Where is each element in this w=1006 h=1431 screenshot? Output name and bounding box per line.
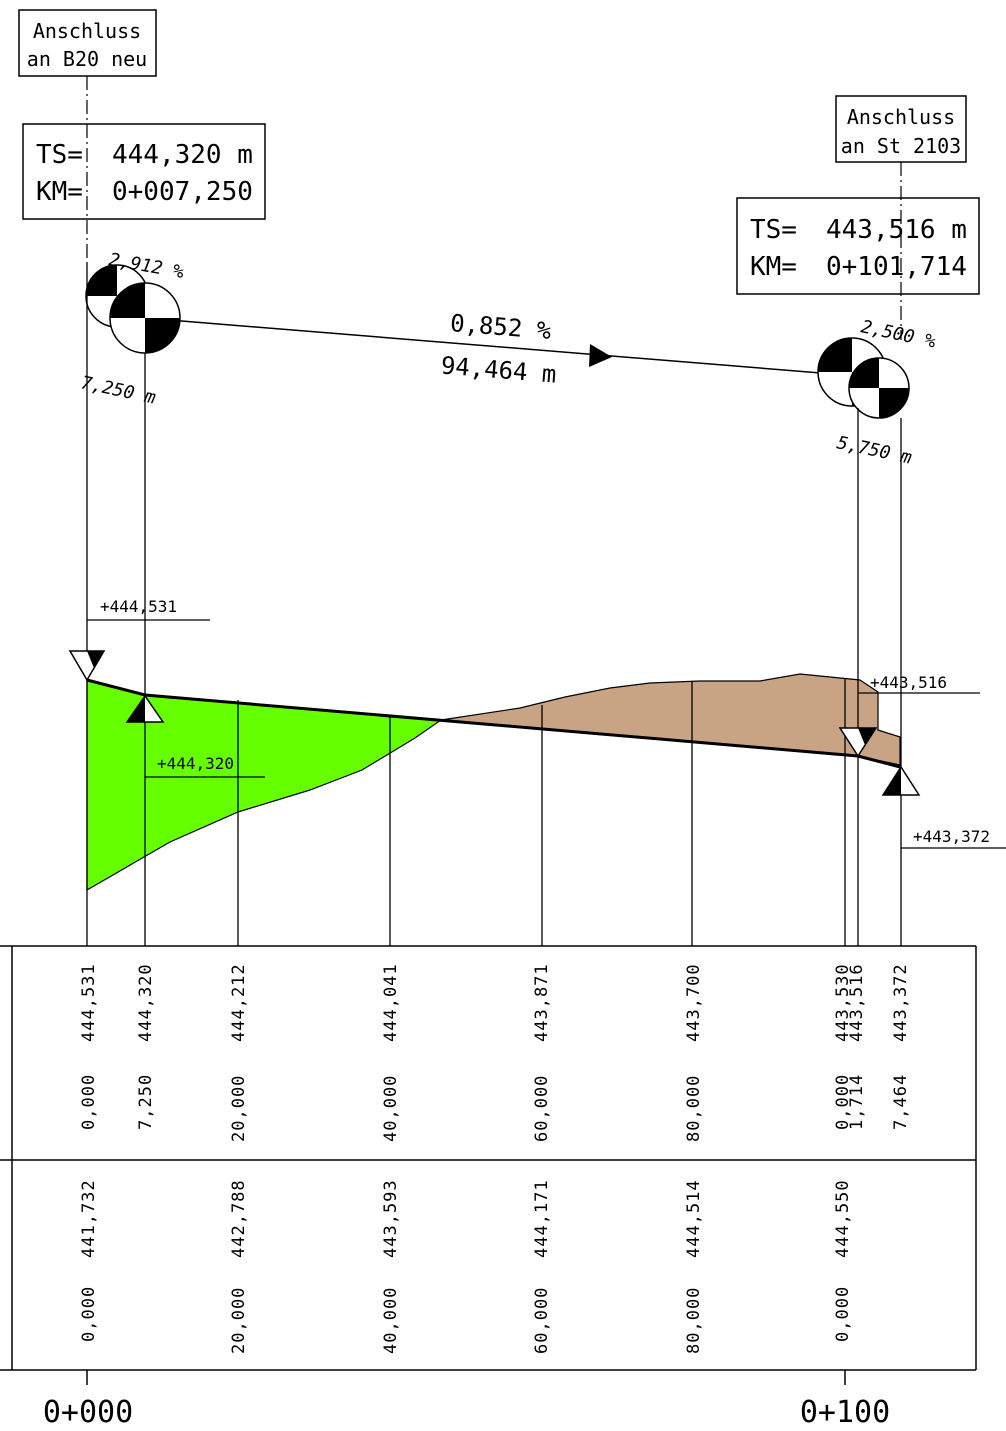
elev-mark-444-320: +444,320 [157, 754, 234, 773]
terrain-cell: 444,550 [833, 1179, 853, 1258]
terrain-cell: 444,514 [684, 1179, 704, 1258]
station-verticals [86, 262, 902, 946]
end-station-info-box [736, 197, 980, 295]
end-connection-label-line2: an St 2103 [841, 134, 961, 158]
end-ts-value: 443,516 m [826, 215, 967, 245]
grad-cell: 444,531 [79, 963, 99, 1042]
terrain-cell: 441,732 [79, 1179, 99, 1258]
terrain-cell: 20,000 [229, 1287, 249, 1354]
data-table-frame [0, 945, 977, 1371]
start-curve-length: 7,250 m [79, 372, 158, 408]
start-ts-key: TS= [36, 140, 83, 170]
start-connection-label-box [18, 9, 157, 77]
grad-cell: 7,464 [891, 1074, 911, 1130]
cut-area [440, 673, 901, 766]
start-km-key: KM= [36, 177, 83, 207]
terrain-cell: 80,000 [684, 1287, 704, 1354]
grad-cell: 7,250 [136, 1074, 156, 1130]
grad-cell: 0,000 [833, 1074, 853, 1130]
grad-cell: 60,000 [532, 1075, 552, 1142]
end-km-key: KM= [750, 252, 797, 282]
terrain-cell: 0,000 [79, 1286, 99, 1342]
grad-cell: 443,372 [891, 963, 911, 1042]
grad-cell: 443,871 [532, 963, 552, 1042]
end-ts-key: TS= [750, 215, 797, 245]
grad-cell: 444,212 [229, 963, 249, 1042]
grad-cell: 443,516 [847, 963, 867, 1042]
design-grade-line [86, 678, 901, 769]
terrain-row: 0,000 441,732 20,000 442,788 40,000 443,… [79, 1179, 853, 1354]
grade-direction-arrow [589, 344, 612, 367]
terrain-cell: 40,000 [381, 1287, 401, 1354]
terrain-cell: 443,593 [381, 1179, 401, 1258]
elev-mark-444-531: +444,531 [100, 597, 177, 616]
end-vertical-curve-symbol [817, 337, 910, 419]
grad-cell: 40,000 [381, 1075, 401, 1142]
end-connection-label-line1: Anschluss [847, 105, 955, 129]
grad-cell: 0,000 [79, 1074, 99, 1130]
start-ts-value: 444,320 m [112, 140, 253, 170]
grade-percent: 0,852 % [449, 309, 553, 345]
elev-mark-443-372: +443,372 [913, 827, 990, 846]
grad-cell: 444,320 [136, 963, 156, 1042]
terrain-cell: 0,000 [833, 1286, 853, 1342]
grad-cell: 444,041 [381, 963, 401, 1042]
grad-cell: 20,000 [229, 1075, 249, 1142]
terrain-cell: 442,788 [229, 1179, 249, 1258]
gradient-row: 0,000 444,531 7,250 444,320 20,000 444,2… [79, 963, 911, 1142]
grad-cell: 443,530 [833, 963, 853, 1042]
start-vertical-curve-symbol [85, 264, 181, 354]
start-connection-label-line2: an B20 neu [27, 47, 147, 71]
grad-cell: 80,000 [684, 1075, 704, 1142]
start-station-info-box [22, 123, 266, 220]
grad-cell: 443,700 [684, 963, 704, 1042]
grade-line [144, 317, 859, 377]
end-km-value: 0+101,714 [826, 252, 967, 282]
start-km-value: 0+007,250 [112, 177, 253, 207]
elev-mark-443-516: +443,516 [870, 673, 947, 692]
km-label-0000: 0+000 [43, 1395, 133, 1430]
km-label-0100: 0+100 [800, 1395, 890, 1430]
terrain-cell: 60,000 [532, 1287, 552, 1354]
grad-cell: 1,714 [847, 1074, 867, 1130]
end-curve-length: 5,750 m [835, 432, 914, 468]
grade-length: 94,464 m [440, 351, 557, 388]
end-connection-label-box [835, 95, 967, 163]
terrain-cell: 444,171 [532, 1179, 552, 1258]
start-connection-label-line1: Anschluss [33, 19, 141, 43]
